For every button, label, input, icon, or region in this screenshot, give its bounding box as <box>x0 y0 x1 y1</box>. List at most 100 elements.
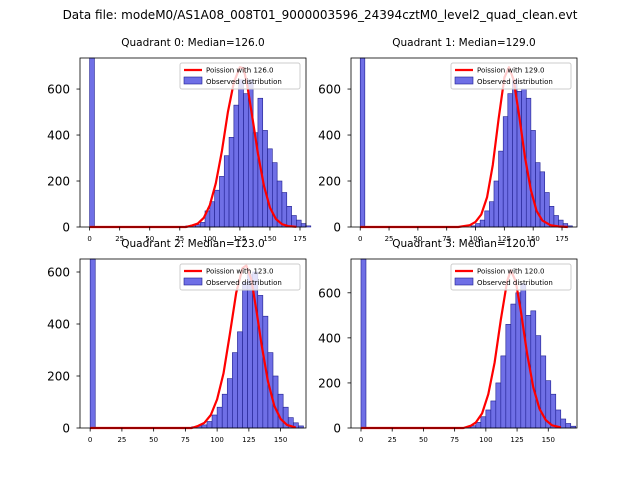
histogram-bar <box>257 295 264 429</box>
histogram-bar <box>296 219 302 228</box>
legend-line-label: Poission with 123.0 <box>206 268 274 276</box>
histogram-bar <box>490 400 497 429</box>
x-tick-label: 25 <box>115 235 124 243</box>
histogram-bar <box>560 418 567 429</box>
quadrant-3-title: Quadrant 3: Median=120.0 <box>392 238 535 250</box>
histogram-bar <box>219 176 225 228</box>
histogram-bar <box>535 335 542 429</box>
y-tick-label: 0 <box>333 422 341 436</box>
legend-box <box>179 263 301 291</box>
histogram-bar <box>550 393 557 429</box>
x-tick-label: 100 <box>469 235 482 243</box>
histogram-bar <box>500 355 507 429</box>
y-tick-label: 0 <box>62 422 70 436</box>
histogram-bar <box>238 79 244 228</box>
legend-bar-label: Observed distribution <box>477 279 553 287</box>
x-tick-label: 175 <box>293 235 306 243</box>
legend-box <box>450 62 572 90</box>
histogram-bar <box>247 274 253 429</box>
legend-line-label: Poission with 120.0 <box>477 268 545 276</box>
x-tick-label: 100 <box>479 436 492 444</box>
histogram-bar <box>565 423 572 429</box>
legend-bar-swatch <box>183 76 203 85</box>
x-tick-label: 150 <box>526 235 539 243</box>
histogram-bar <box>267 148 273 228</box>
histogram-bar <box>493 180 499 228</box>
histogram-bar <box>243 93 249 228</box>
histogram-bar <box>480 416 487 429</box>
axes-frame <box>79 258 307 429</box>
x-tick-label: 75 <box>175 235 184 243</box>
x-tick-label: 50 <box>149 436 158 444</box>
x-tick-label: 25 <box>385 235 394 243</box>
quadrant-1-bars <box>359 57 573 228</box>
quadrant-1-title: Quadrant 1: Median=129.0 <box>392 37 535 49</box>
histogram-bar <box>223 155 230 228</box>
y-tick-label: 200 <box>47 370 70 384</box>
y-tick-label: 0 <box>333 221 341 235</box>
x-tick-label: 150 <box>263 235 276 243</box>
axes-frame <box>79 57 307 228</box>
x-tick-label: 125 <box>242 436 255 444</box>
histogram-bar <box>507 93 513 228</box>
histogram-bar <box>489 201 495 228</box>
histogram-bar <box>475 223 481 228</box>
legend-bar-swatch <box>454 76 474 85</box>
histogram-bar <box>555 409 562 429</box>
histogram-bar <box>530 310 537 429</box>
quadrant-1-legend: Poission with 129.0 Observed distribution <box>450 62 572 90</box>
zero-count-bar <box>360 258 367 429</box>
y-tick-label: 200 <box>318 376 341 390</box>
histogram-bar <box>300 223 307 228</box>
histogram-bar <box>214 189 220 228</box>
histogram-bar <box>237 331 243 429</box>
axes-frame <box>350 57 578 228</box>
x-tick-label: 75 <box>442 235 451 243</box>
histogram-bar <box>286 206 292 228</box>
legend-bar-swatch <box>183 277 203 286</box>
legend-bar-swatch <box>454 277 474 286</box>
x-tick-label: 125 <box>498 235 511 243</box>
histogram-bar <box>277 393 284 429</box>
histogram-bar <box>305 225 312 228</box>
y-tick-label: 400 <box>47 318 70 332</box>
histogram-bar <box>479 219 486 228</box>
x-tick-label: 50 <box>413 235 422 243</box>
x-tick-label: 50 <box>145 235 154 243</box>
quadrant-2-title: Quadrant 2: Median=123.0 <box>121 238 264 250</box>
y-tick-label: 200 <box>318 175 341 189</box>
y-tick-label: 400 <box>318 331 341 345</box>
legend-bar-label: Observed distribution <box>206 279 282 287</box>
histogram-bar <box>520 283 527 429</box>
y-tick-label: 400 <box>318 129 341 143</box>
zero-count-bar <box>89 57 95 228</box>
quadrant-1-panel: Quadrant 1: Median=129.0 0 25 50 75 100 125 150… <box>318 37 578 243</box>
x-tick-label: 100 <box>203 235 216 243</box>
histogram-bar <box>201 424 208 429</box>
quadrant-2-panel: Quadrant 2: Median=123.0 0 25 50 75 100 125 150… <box>47 238 307 444</box>
histogram-bar <box>505 324 512 429</box>
histogram-bar <box>242 282 248 429</box>
x-tick-label: 150 <box>542 436 555 444</box>
y-tick-label: 400 <box>47 129 70 143</box>
x-tick-label: 0 <box>88 436 92 444</box>
histogram-bar <box>510 303 517 429</box>
x-tick-label: 175 <box>555 235 568 243</box>
histogram-bar <box>216 406 223 429</box>
zero-count-bar <box>359 57 366 228</box>
quadrant-3-panel: Quadrant 3: Median=120.0 0 25 50 75 100 125 150… <box>318 238 578 444</box>
histogram-bar <box>199 222 206 228</box>
histogram-bar <box>485 409 492 429</box>
histogram-bar <box>228 137 235 228</box>
x-tick-label: 75 <box>450 436 459 444</box>
axes-frame <box>350 258 578 429</box>
histogram-bar <box>530 130 536 228</box>
quadrant-0-legend: Poission with 126.0 Observed distribution <box>179 62 301 90</box>
y-tick-label: 600 <box>47 266 70 280</box>
y-tick-label: 0 <box>62 221 70 235</box>
histogram-bar <box>291 215 297 228</box>
x-tick-label: 75 <box>181 436 190 444</box>
x-tick-label: 0 <box>87 235 91 243</box>
histogram-bar <box>495 382 502 429</box>
